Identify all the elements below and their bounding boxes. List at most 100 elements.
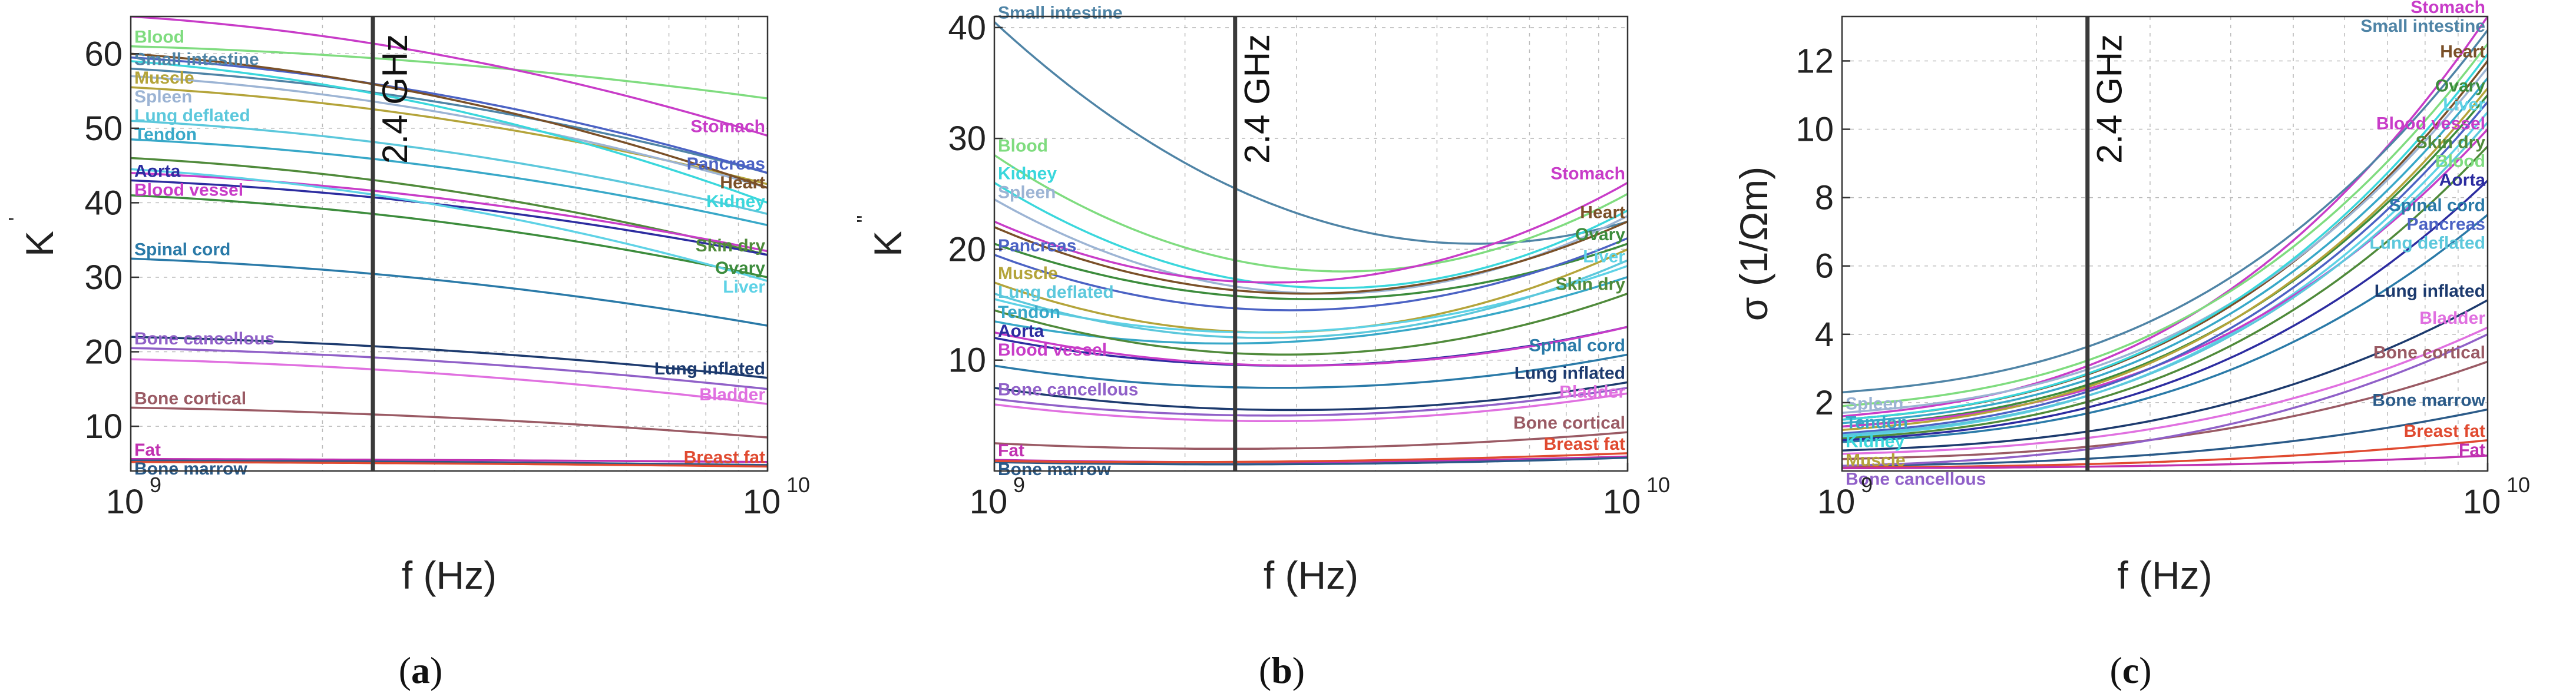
series-line-heart <box>131 52 768 189</box>
series-label-lung-deflated: Lung deflated <box>134 106 250 125</box>
series-line-bone-cancellous <box>994 387 1628 417</box>
x-tick-label: 10 <box>106 483 144 521</box>
x-tick-exponent: 10 <box>2506 473 2530 497</box>
series-line-spleen <box>131 75 768 189</box>
y-ticks: 10 20 30 40 50 60 <box>84 35 139 446</box>
x-axis-label: f (Hz) <box>1264 553 1358 597</box>
y-tick-label: 20 <box>84 333 123 371</box>
series-line-skin-dry <box>994 293 1628 356</box>
series-label-stomach: Stomach <box>2410 0 2485 17</box>
series-label-heart: Heart <box>1580 203 1625 222</box>
series-label-bone-cancellous: Bone cancellous <box>998 380 1138 400</box>
caption-paren-close: ) <box>2139 649 2151 691</box>
series-line-ovary <box>994 243 1628 300</box>
y-tick-label: 12 <box>1795 42 1834 80</box>
series-line-lung-inflated <box>994 381 1628 412</box>
series-label-spinal-cord: Spinal cord <box>134 240 230 259</box>
series-label-muscle: Muscle <box>998 264 1058 283</box>
series-line-fat <box>131 458 768 463</box>
series-line-bone-cortical <box>994 431 1628 450</box>
series-label-heart: Heart <box>720 173 765 193</box>
series-label-ovary: Ovary <box>2435 77 2485 96</box>
series-line-kidney <box>131 60 768 204</box>
series-label-tendon: Tendon <box>998 303 1060 322</box>
series-label-lung-inflated: Lung inflated <box>1514 363 1625 383</box>
series-line-bladder <box>994 392 1628 423</box>
series-line-breast-fat <box>131 461 768 468</box>
series-label-bone-marrow: Bone marrow <box>134 459 247 479</box>
series-label-spleen: Spleen <box>1846 394 1903 413</box>
axes-frame <box>130 15 769 472</box>
y-axis-label-sup: '' <box>852 215 877 223</box>
series-line-lung-inflated <box>1842 299 2488 452</box>
series-label-lung-deflated: Lung deflated <box>998 283 1114 302</box>
series-label-bladder: Bladder <box>1559 382 1625 402</box>
x-tick-label: 10 <box>970 483 1008 521</box>
series-label-liver: Liver <box>723 277 765 297</box>
grid <box>994 16 1628 471</box>
series-label-ovary: Ovary <box>715 258 765 278</box>
series-label-bladder: Bladder <box>699 385 765 404</box>
series-line-breast-fat <box>994 452 1628 463</box>
series-line-kidney <box>994 181 1628 290</box>
series-line-pancreas <box>994 237 1628 311</box>
series-label-blood: Blood <box>134 28 184 47</box>
series-label-skin-dry: Skin dry <box>1556 275 1626 294</box>
series-label-aorta: Aorta <box>134 161 181 181</box>
y-tick-label: 10 <box>948 341 986 380</box>
caption-paren-open: ( <box>2109 649 2122 691</box>
x-ticks: 10 9 10 10 <box>1817 463 2530 521</box>
x-axis-label: f (Hz) <box>402 553 497 597</box>
grid <box>1842 16 2488 471</box>
series-label-liver: Liver <box>1583 247 1625 267</box>
y-tick-label: 6 <box>1815 247 1834 286</box>
x-tick-label: 10 <box>743 483 781 521</box>
axes-frame <box>993 15 1629 472</box>
series-label-blood: Blood <box>2435 152 2485 171</box>
series-label-spinal-cord: Spinal cord <box>2389 196 2485 215</box>
y-tick-label: 30 <box>948 120 986 158</box>
series-label-tendon: Tendon <box>134 125 197 144</box>
y-tick-label: 30 <box>84 258 123 297</box>
y-tick-label: 60 <box>84 35 123 73</box>
series-line-skin-dry <box>131 157 768 256</box>
panel-caption: (a) <box>399 649 443 691</box>
series-line-small-intestine <box>1842 29 2488 394</box>
series-line-lung-deflated <box>1842 121 2488 436</box>
series-line-pancreas <box>131 56 768 174</box>
x-tick-exponent: 10 <box>786 473 810 497</box>
series-label-bone-cortical: Bone cortical <box>134 389 246 408</box>
series-line-blood-vessel <box>131 172 768 253</box>
series-label-spinal-cord: Spinal cord <box>1529 336 1625 355</box>
series-label-lung-deflated: Lung deflated <box>2369 234 2485 253</box>
y-axis-label: K <box>866 231 910 257</box>
series-label-bone-cancellous: Bone cancellous <box>1846 469 1986 489</box>
series-line-ovary <box>131 194 768 278</box>
series-line-ovary <box>1842 94 2488 428</box>
series-line-lung-deflated <box>994 259 1628 339</box>
series-line-stomach <box>131 16 768 137</box>
x-tick-label: 10 <box>1603 483 1641 521</box>
series-line-stomach <box>994 181 1628 284</box>
series-label-fat: Fat <box>2459 440 2485 460</box>
series-line-bone-marrow <box>1842 408 2488 467</box>
series-label-lung-inflated: Lung inflated <box>2375 281 2485 301</box>
series-label-lung-inflated: Lung inflated <box>654 359 765 379</box>
axes-frame <box>1841 15 2489 472</box>
panel-caption: (b) <box>1259 649 1305 691</box>
series-label-bladder: Bladder <box>2419 308 2485 328</box>
caption-paren-open: ( <box>1259 649 1271 691</box>
series-label-blood-vessel: Blood vessel <box>134 180 243 200</box>
series-label-stomach: Stomach <box>690 117 765 137</box>
y-tick-label: 10 <box>84 407 123 446</box>
series-label-bone-marrow: Bone marrow <box>2372 391 2485 410</box>
y-ticks: 10 20 30 40 <box>948 9 1003 380</box>
series-label-stomach: Stomach <box>1550 164 1625 183</box>
series-label-aorta: Aorta <box>998 321 1044 341</box>
series-line-lung-deflated <box>131 120 768 215</box>
x-tick-label: 10 <box>2463 483 2501 521</box>
chart-panel-a: Blood Stomach Small intestine Pancreas Muscl… <box>4 15 810 691</box>
